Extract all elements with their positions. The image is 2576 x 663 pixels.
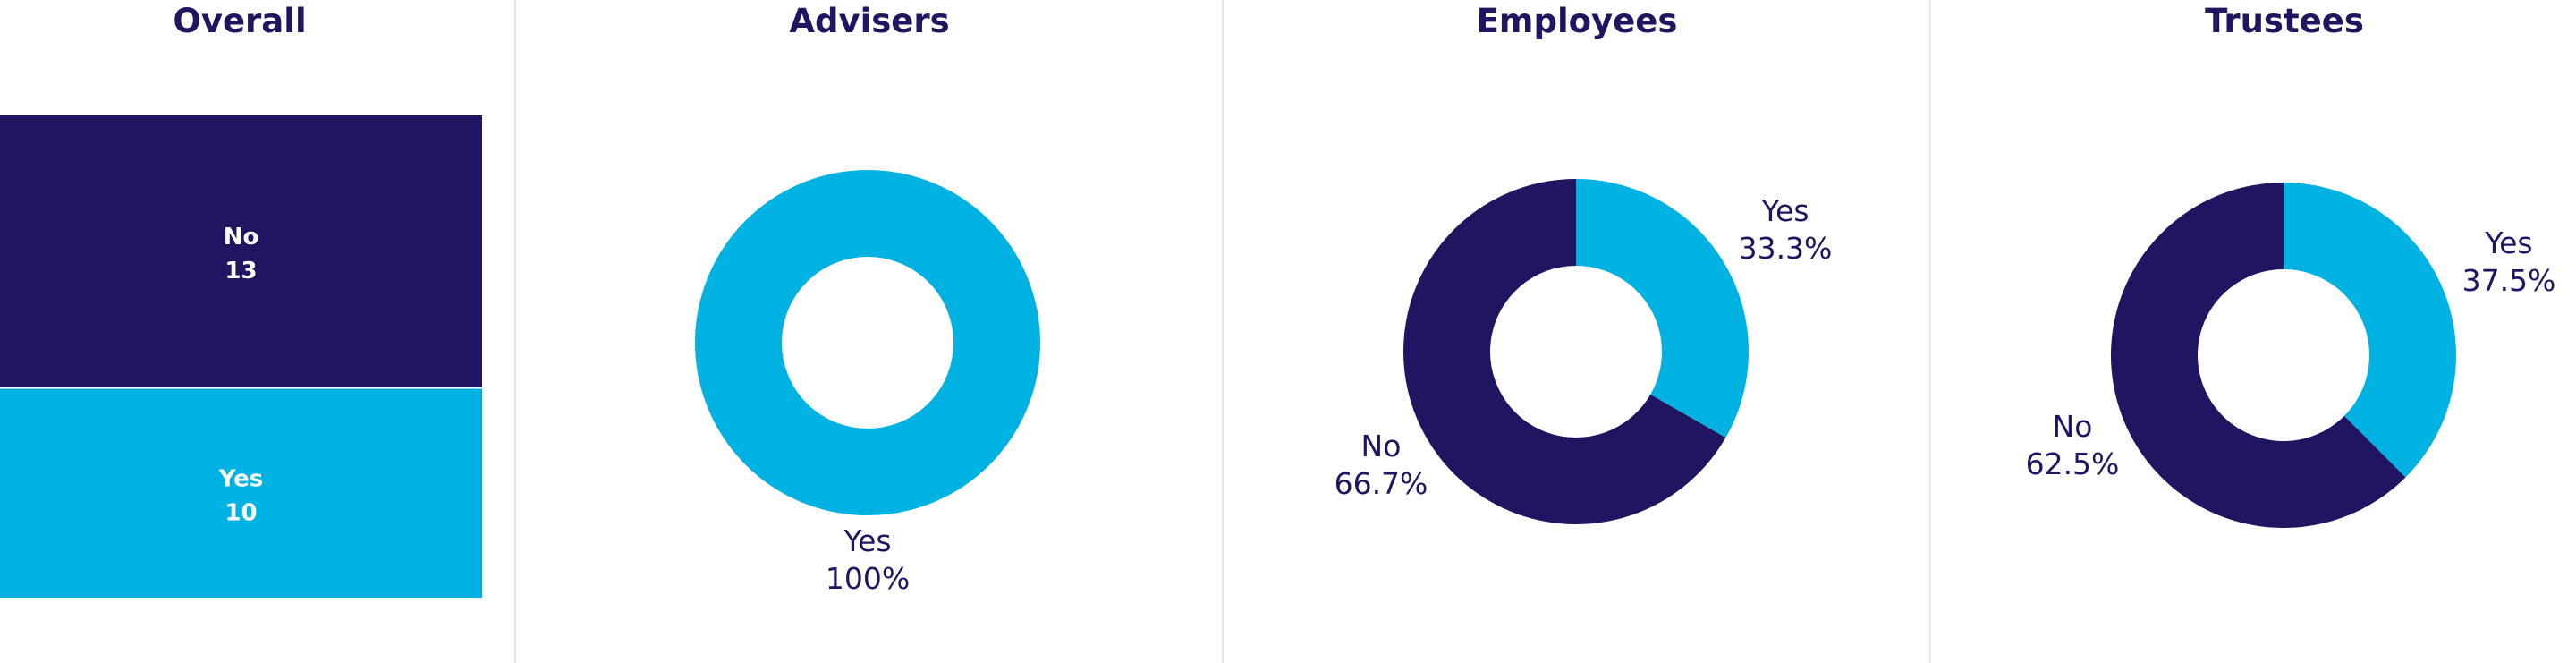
trustees-value-yes: 37.5% — [2462, 263, 2556, 298]
employees-panel: Employees Yes 33.3% No 66.7% — [1224, 0, 1930, 663]
trustees-slice-no — [2111, 183, 2406, 528]
overall-block-yes — [0, 388, 482, 598]
divider-1 — [514, 0, 516, 663]
advisers-title: Advisers — [789, 2, 950, 40]
employees-value-yes: 33.3% — [1739, 231, 1833, 266]
overall-panel: Overall No 13 Yes 10 — [0, 0, 515, 663]
advisers-label-yes: Yes — [843, 523, 891, 558]
overall-value-no: 13 — [225, 258, 257, 285]
trustees-value-no: 62.5% — [2026, 446, 2120, 481]
overall-treemap: No 13 Yes 10 — [0, 115, 482, 598]
employees-value-no: 66.7% — [1335, 466, 1428, 501]
overall-value-yes: 10 — [225, 499, 257, 526]
advisers-value-yes: 100% — [826, 561, 910, 596]
trustees-slice-yes — [2284, 183, 2456, 478]
divider-2 — [1222, 0, 1224, 663]
employees-label-no: No — [1361, 429, 1402, 463]
employees-slice-no — [1403, 179, 1726, 525]
overall-block-no — [0, 115, 482, 387]
overall-title: Overall — [173, 2, 307, 40]
trustees-label-no: No — [2053, 409, 2093, 444]
trustees-panel: Trustees Yes 37.5% No 62.5% — [1931, 0, 2576, 663]
trustees-title: Trustees — [2205, 2, 2364, 40]
advisers-slice-yes — [695, 170, 1040, 515]
employees-label-yes: Yes — [1760, 193, 1809, 228]
overall-label-no: No — [224, 224, 259, 251]
overall-label-yes: Yes — [218, 465, 264, 492]
employees-slice-yes — [1576, 179, 1749, 438]
employees-title: Employees — [1476, 2, 1678, 40]
advisers-panel: Advisers Yes 100% — [516, 0, 1223, 663]
divider-3 — [1929, 0, 1931, 663]
trustees-label-yes: Yes — [2484, 225, 2532, 260]
